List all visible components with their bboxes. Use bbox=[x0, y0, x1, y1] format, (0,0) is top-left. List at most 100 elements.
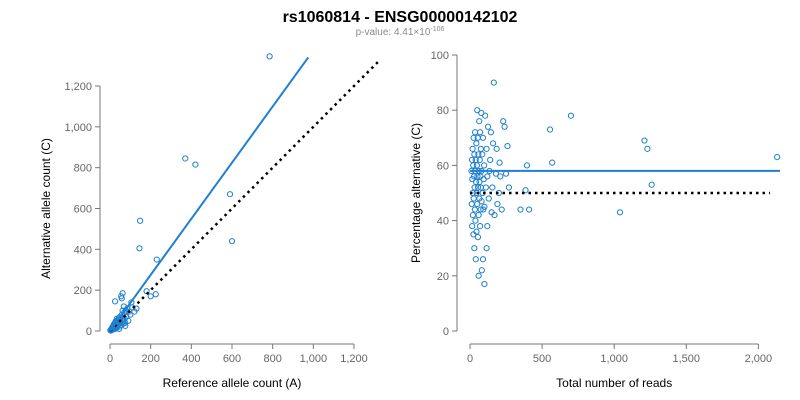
data-point bbox=[567, 112, 575, 119]
data-point bbox=[468, 200, 475, 208]
data-point bbox=[473, 162, 481, 169]
y-tick-label: 100 bbox=[431, 50, 449, 62]
chart-title: rs1060814 - ENSG00000142102 bbox=[283, 9, 518, 26]
data-point bbox=[774, 154, 781, 161]
x-tick-label: 200 bbox=[141, 353, 159, 365]
y-axis-label: Alternative allele count (C) bbox=[39, 138, 53, 279]
data-point bbox=[504, 142, 511, 150]
data-point bbox=[147, 293, 154, 300]
x-tick-label: 1,500 bbox=[673, 353, 701, 365]
data-point bbox=[616, 209, 624, 216]
data-point bbox=[471, 151, 478, 158]
data-point bbox=[471, 206, 479, 213]
data-point bbox=[489, 184, 496, 191]
x-tick-label: 1,000 bbox=[300, 353, 328, 365]
data-point bbox=[472, 256, 479, 263]
data-point bbox=[226, 191, 234, 198]
y-tick-label: 80 bbox=[437, 105, 449, 117]
data-point bbox=[483, 245, 490, 252]
data-point bbox=[471, 129, 479, 136]
data-point bbox=[119, 290, 126, 297]
data-point bbox=[480, 176, 487, 183]
p-value-exponent: -106 bbox=[430, 26, 444, 33]
x-tick-label: 1,200 bbox=[340, 353, 368, 365]
x-tick-label: 600 bbox=[223, 353, 241, 365]
data-point bbox=[478, 198, 485, 205]
data-point bbox=[479, 151, 486, 158]
data-point bbox=[473, 228, 480, 235]
y-tick-label: 60 bbox=[437, 160, 449, 172]
data-point bbox=[644, 145, 651, 152]
right-scatter-panel: 0 500 1,000 1,500 2,000 0 20 40 60 80 100 Total num… bbox=[409, 50, 781, 390]
data-point bbox=[474, 173, 481, 180]
data-point bbox=[479, 256, 487, 263]
data-point bbox=[128, 299, 135, 306]
data-point bbox=[473, 189, 480, 197]
data-point bbox=[523, 162, 531, 169]
data-point bbox=[192, 161, 199, 168]
data-point bbox=[182, 155, 189, 162]
data-point bbox=[549, 159, 556, 166]
data-point bbox=[517, 206, 524, 213]
data-point bbox=[469, 211, 476, 219]
axes bbox=[95, 85, 355, 349]
data-point bbox=[487, 129, 495, 136]
data-point bbox=[228, 238, 236, 245]
data-point bbox=[478, 267, 485, 274]
data-point bbox=[122, 322, 129, 329]
data-point bbox=[469, 145, 476, 152]
left-scatter-panel: 0 200 400 600 800 1,000 1,200 0 200 400 600 800 1,00… bbox=[39, 53, 380, 390]
y-tick-label: 200 bbox=[74, 285, 92, 297]
data-point bbox=[491, 211, 498, 219]
data-point bbox=[474, 234, 482, 241]
data-point bbox=[469, 223, 476, 230]
data-point bbox=[474, 200, 481, 208]
points bbox=[107, 53, 273, 334]
data-point bbox=[116, 325, 123, 333]
data-point bbox=[477, 145, 484, 152]
data-point bbox=[152, 291, 159, 298]
data-point bbox=[483, 145, 490, 152]
data-point bbox=[493, 145, 500, 152]
x-axis-label: Total number of reads bbox=[556, 376, 672, 390]
data-point bbox=[111, 298, 119, 305]
x-tick-label: 1,000 bbox=[600, 353, 628, 365]
data-point bbox=[641, 137, 648, 144]
data-point bbox=[480, 206, 487, 213]
data-point bbox=[500, 118, 507, 125]
y-tick-label: 1,000 bbox=[64, 122, 92, 134]
data-point bbox=[648, 181, 655, 188]
data-point bbox=[475, 211, 482, 219]
data-point bbox=[484, 123, 492, 130]
data-point bbox=[485, 195, 492, 202]
data-point bbox=[484, 173, 491, 180]
data-point bbox=[479, 134, 487, 141]
x-axis-label: Reference allele count (A) bbox=[163, 376, 302, 390]
data-point bbox=[481, 162, 488, 169]
data-point bbox=[501, 123, 508, 130]
x-tick-label: 400 bbox=[182, 353, 200, 365]
data-point bbox=[496, 159, 503, 166]
data-point bbox=[470, 173, 478, 180]
data-point bbox=[522, 187, 529, 194]
x-tick-label: 800 bbox=[263, 353, 281, 365]
y-tick-label: 400 bbox=[74, 244, 92, 256]
data-point bbox=[481, 280, 488, 288]
data-point bbox=[468, 156, 476, 163]
data-point bbox=[487, 156, 494, 163]
y-tick-label: 800 bbox=[74, 163, 92, 175]
y-tick-label: 40 bbox=[437, 216, 449, 228]
data-point bbox=[526, 206, 533, 213]
data-point bbox=[476, 223, 484, 230]
data-point bbox=[476, 129, 484, 136]
data-point bbox=[498, 206, 505, 213]
data-point bbox=[474, 107, 481, 114]
data-point bbox=[470, 134, 477, 141]
y-tick-label: 20 bbox=[437, 271, 449, 283]
data-point bbox=[471, 184, 478, 191]
y-tick-label: 1,200 bbox=[64, 81, 92, 93]
data-point bbox=[482, 112, 489, 119]
data-point bbox=[482, 184, 489, 191]
data-point bbox=[475, 151, 482, 158]
